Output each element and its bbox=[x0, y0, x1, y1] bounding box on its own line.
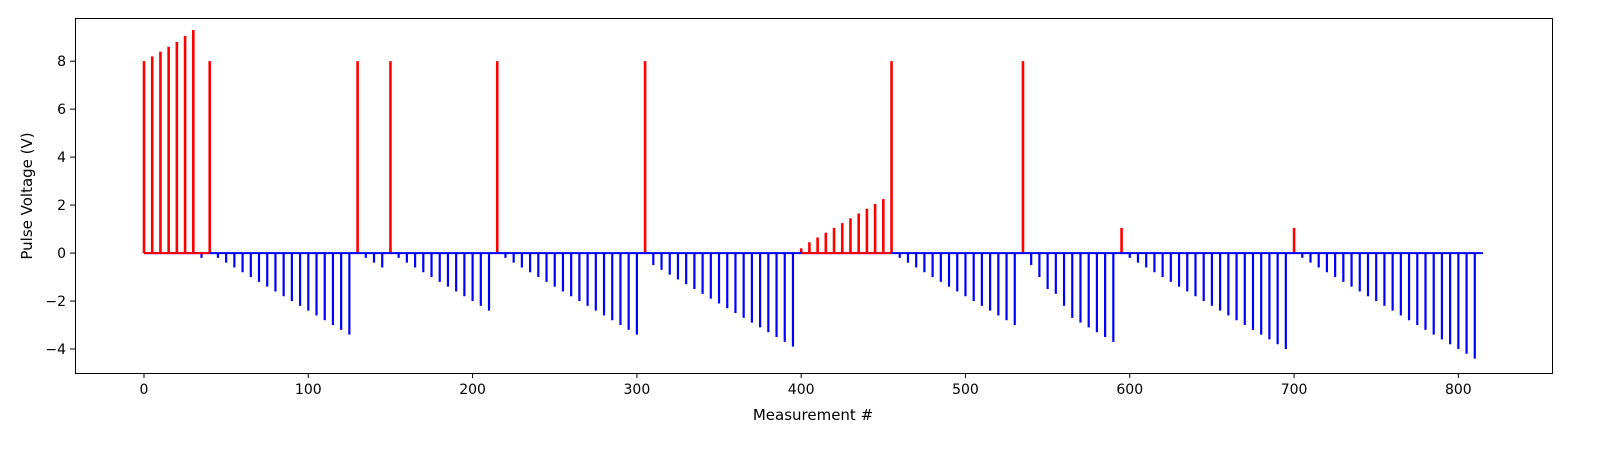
x-tick-label: 500 bbox=[952, 382, 979, 398]
y-tick-label: 4 bbox=[57, 150, 66, 166]
y-tick-label: 8 bbox=[57, 54, 66, 70]
x-tick-label: 600 bbox=[1116, 382, 1143, 398]
y-tick-label: −4 bbox=[45, 342, 66, 358]
plot-frame bbox=[75, 18, 1553, 374]
y-tick-label: −2 bbox=[45, 294, 66, 310]
y-axis-label: Pulse Voltage (V) bbox=[18, 132, 36, 259]
x-tick-label: 100 bbox=[295, 382, 322, 398]
chart-axes: 0 100 200 300 400 500 600 700 800 −4 −2 0 2 4 6 8 bbox=[45, 54, 1471, 398]
x-tick-label: 0 bbox=[140, 382, 149, 398]
y-tick-label: 6 bbox=[57, 102, 66, 118]
x-tick-label: 700 bbox=[1281, 382, 1308, 398]
x-tick-label: 400 bbox=[788, 382, 815, 398]
x-tick-label: 200 bbox=[459, 382, 486, 398]
y-tick-label: 2 bbox=[57, 198, 66, 214]
x-tick-label: 300 bbox=[624, 382, 651, 398]
x-axis-label: Measurement # bbox=[753, 406, 873, 424]
x-tick-label: 800 bbox=[1445, 382, 1472, 398]
y-tick-label: 0 bbox=[57, 246, 66, 262]
chart-marks bbox=[142, 29, 1483, 359]
